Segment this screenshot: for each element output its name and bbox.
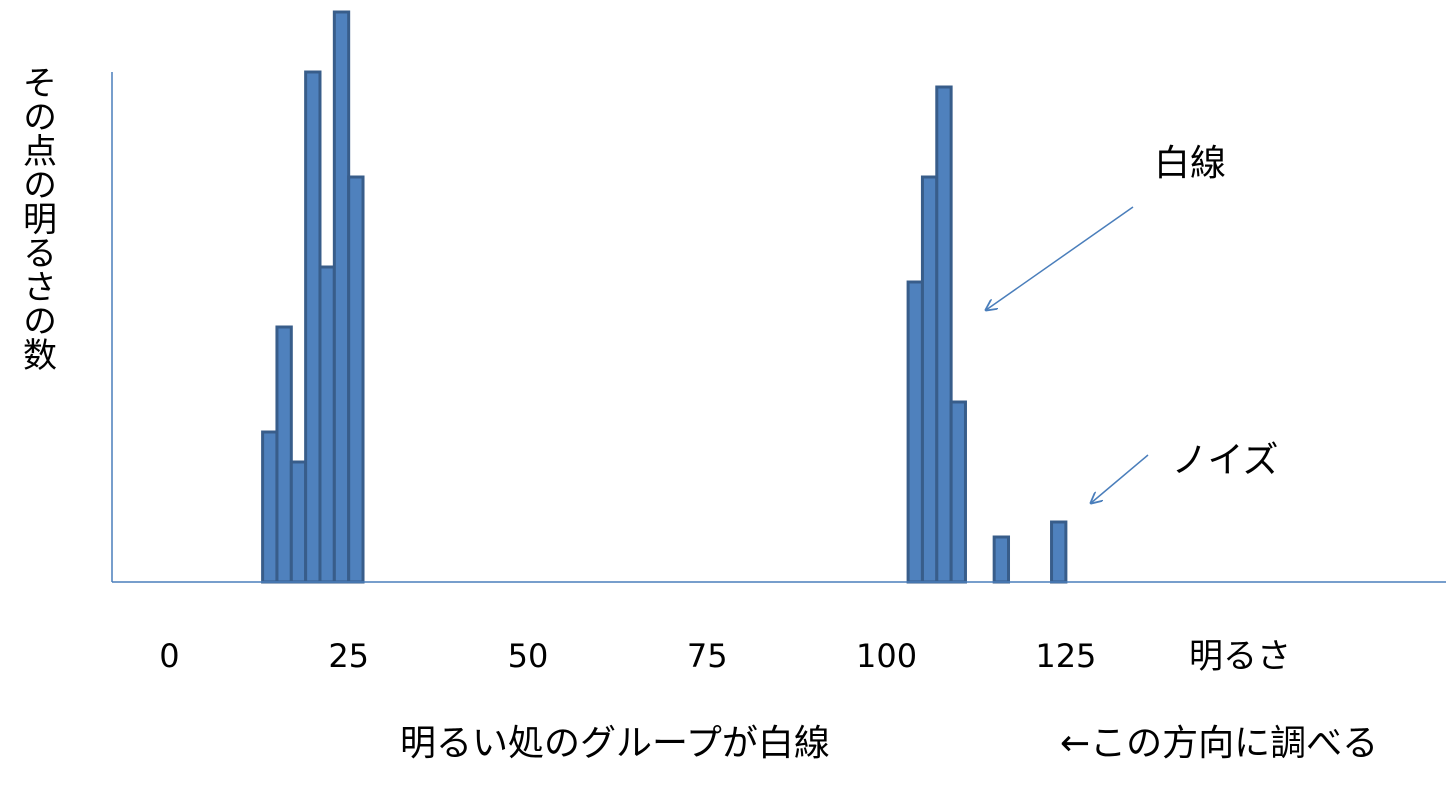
x-axis-label: 明るさ: [1189, 637, 1291, 677]
bar: [949, 400, 967, 584]
bar: [318, 265, 336, 584]
bar: [992, 535, 1011, 584]
x-tick-label: 125: [1035, 637, 1096, 675]
bar: [332, 10, 351, 584]
note: 明るい処のグループが白線: [400, 723, 830, 764]
annotation-arrow: [1091, 454, 1149, 503]
bar: [261, 430, 279, 584]
bar: [347, 175, 365, 584]
annotation: 白線: [1154, 143, 1226, 184]
y-axis-label: その点の明るさの数: [17, 65, 57, 371]
x-tick-label: 75: [687, 637, 728, 675]
bar: [1050, 520, 1068, 584]
x-tick-label: 0: [159, 637, 179, 675]
bar: [906, 280, 924, 584]
bar: [935, 85, 953, 584]
x-tick-label: 100: [856, 637, 917, 675]
annotation: ノイズ: [1172, 440, 1279, 481]
bar: [304, 70, 322, 584]
bar: [920, 175, 939, 584]
bar: [275, 325, 293, 584]
bar: [289, 460, 308, 584]
x-tick-label: 25: [328, 637, 369, 675]
x-tick-label: 50: [508, 637, 549, 675]
note: ←この方向に調べる: [1060, 723, 1378, 764]
annotation-arrow: [986, 206, 1134, 310]
